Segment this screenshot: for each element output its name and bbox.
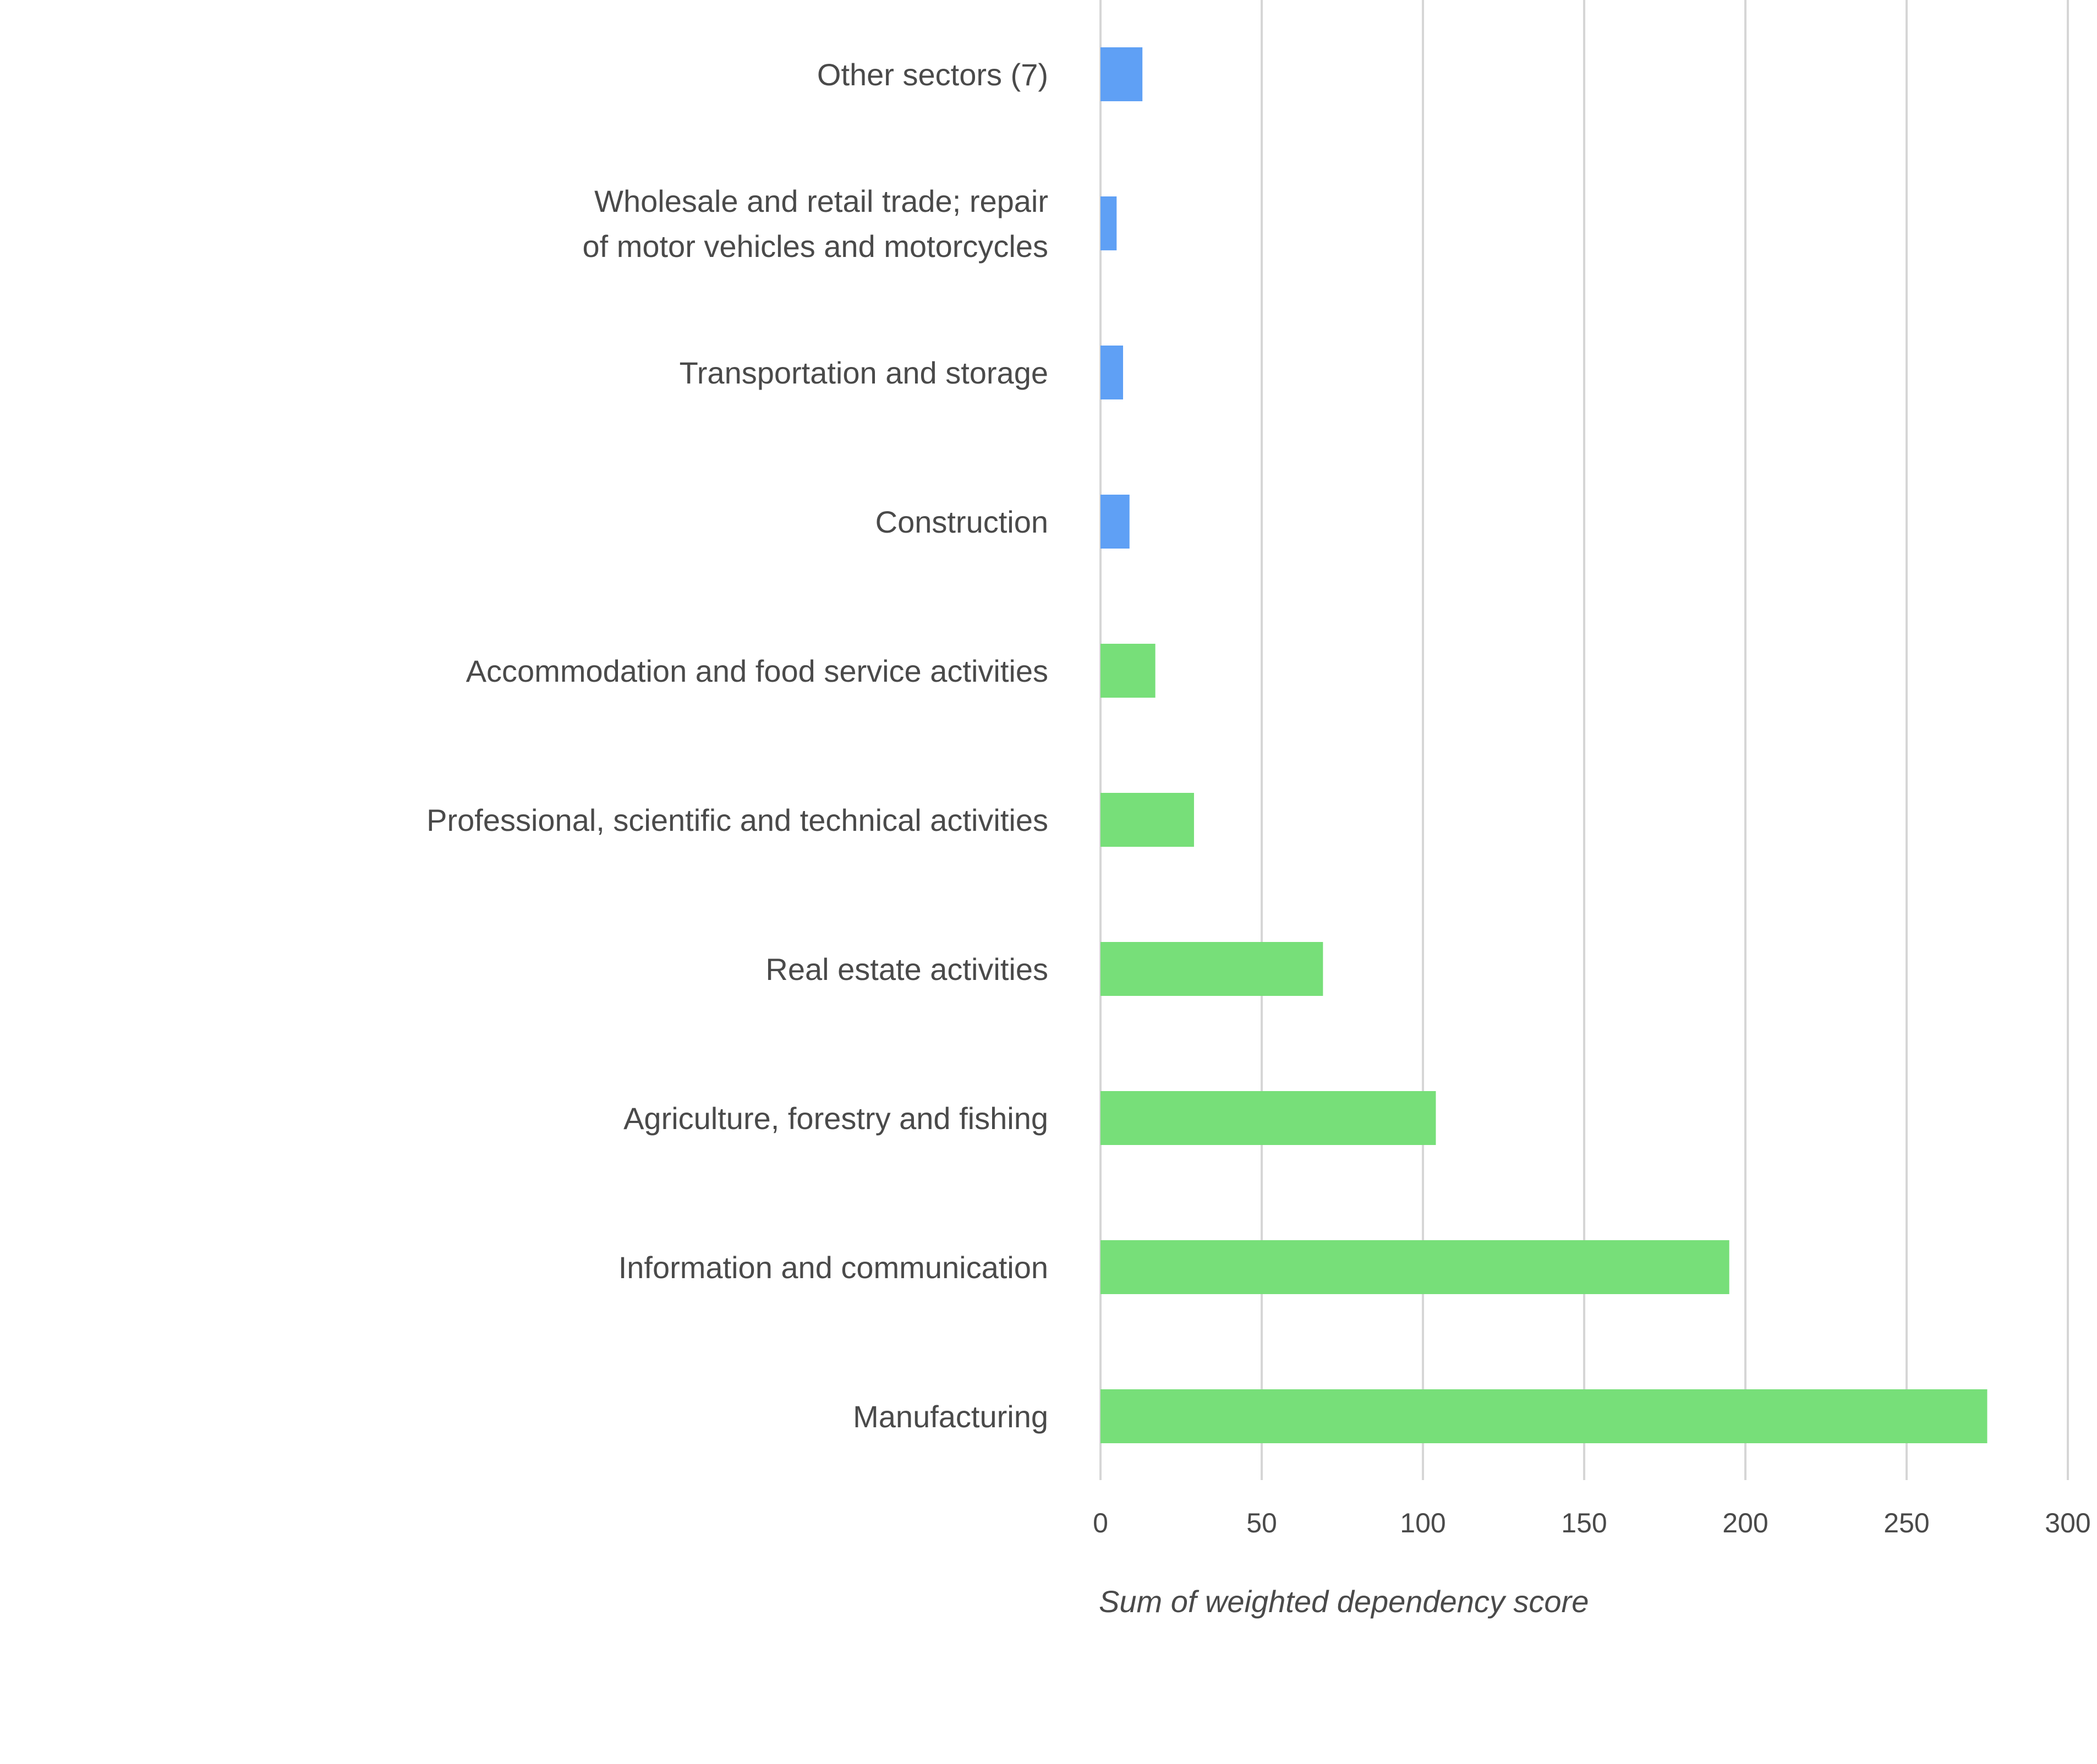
bar [1100, 196, 1117, 250]
x-tick-label: 50 [1246, 1508, 1277, 1538]
category-label: Transportation and storage [680, 355, 1048, 390]
x-tick-label: 200 [1722, 1508, 1768, 1538]
category-label: Professional, scientific and technical a… [426, 803, 1048, 837]
category-label: Wholesale and retail trade; repair of mot… [582, 184, 1048, 264]
x-tick-label: 150 [1561, 1508, 1607, 1538]
x-tick-label: 100 [1400, 1508, 1446, 1538]
category-label: Manufacturing [853, 1399, 1048, 1434]
bar [1100, 793, 1194, 847]
bar [1100, 1389, 1988, 1443]
category-label: Agriculture, forestry and fishing [623, 1101, 1048, 1136]
category-label: Accommodation and food service activitie… [466, 654, 1048, 688]
category-label-line: Professional, scientific and technical a… [426, 803, 1048, 837]
category-label-line: Agriculture, forestry and fishing [623, 1101, 1048, 1136]
x-axis-ticks: 0 50 100 150 200 250 300 [1093, 1508, 2091, 1538]
category-label-line: Transportation and storage [680, 355, 1048, 390]
bar [1100, 495, 1130, 549]
category-labels: Other sectors (7) Wholesale and retail tr… [426, 57, 1048, 1434]
category-label-line: Other sectors (7) [817, 57, 1048, 92]
category-label-line: Real estate activities [765, 952, 1048, 987]
category-label-line: Accommodation and food service activitie… [466, 654, 1048, 688]
gridlines [1099, 0, 2069, 1480]
bar [1100, 346, 1124, 399]
x-tick-label: 300 [2045, 1508, 2090, 1538]
category-label: Information and communication [618, 1250, 1048, 1285]
bar [1100, 1240, 1729, 1294]
category-label-line: Wholesale and retail trade; repair [594, 184, 1048, 218]
bars [1100, 47, 1988, 1443]
category-label: Construction [875, 505, 1048, 539]
x-tick-label: 0 [1093, 1508, 1108, 1538]
bar [1100, 942, 1323, 996]
category-label-line: Information and communication [618, 1250, 1048, 1285]
category-label-line: Construction [875, 505, 1048, 539]
category-label: Other sectors (7) [817, 57, 1048, 92]
x-axis-title: Sum of weighted dependency score [1099, 1584, 1589, 1619]
bar [1100, 47, 1143, 101]
bar [1100, 644, 1156, 698]
category-label-line: of motor vehicles and motorcycles [582, 229, 1048, 264]
x-tick-label: 250 [1884, 1508, 1929, 1538]
bar [1100, 1091, 1436, 1145]
category-label: Real estate activities [765, 952, 1048, 987]
category-label-line: Manufacturing [853, 1399, 1048, 1434]
